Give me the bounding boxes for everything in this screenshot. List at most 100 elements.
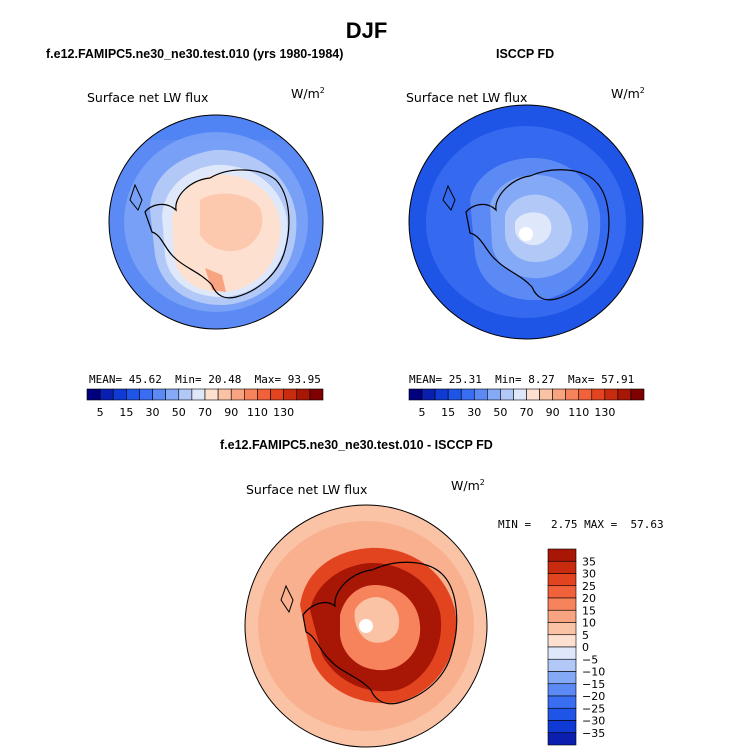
colorbar-diff-box <box>547 683 577 697</box>
colorbar-obs-box <box>487 388 501 401</box>
panel-title-obs: ISCCP FD <box>496 47 555 61</box>
colorbar-model-box <box>126 388 140 401</box>
min-value-model: 20.48 <box>208 373 242 386</box>
colorbar-diff-tick-label: 25 <box>582 580 596 593</box>
map-model <box>109 115 323 329</box>
mean-label-model: MEAN= <box>89 373 123 386</box>
colorbar-obs-box <box>447 388 462 401</box>
colorbar-diff-tick-label: −20 <box>582 690 605 703</box>
panel-title-diff: f.e12.FAMIPC5.ne30_ne30.test.010 - ISCCP… <box>220 438 493 452</box>
colorbar-model-box <box>217 388 232 401</box>
colorbar-diff-tick-label: −15 <box>582 678 605 691</box>
max-value-obs: 57.91 <box>601 373 635 386</box>
colorbar-model-box <box>283 388 298 401</box>
colorbar-obs-tick-label: 15 <box>441 406 455 419</box>
colorbar-obs-box <box>539 388 553 401</box>
colorbar-obs-box <box>421 388 436 401</box>
colorbar-model-box <box>178 388 193 401</box>
units-label-model: W/m2 <box>291 86 325 102</box>
colorbar-diff-tick-label: 30 <box>582 568 596 581</box>
south-america-tip-diff <box>280 584 294 614</box>
colorbar-obs-tick-label: 70 <box>520 406 534 419</box>
colorbar-diff-box <box>547 695 577 709</box>
colorbar-diff-box <box>547 609 577 623</box>
panel-title-model: f.e12.FAMIPC5.ne30_ne30.test.010 (yrs 19… <box>46 47 344 61</box>
colorbar-diff-tick-label: −25 <box>582 702 605 715</box>
colorbar-diff-box <box>547 671 577 685</box>
colorbar-obs-box <box>513 388 527 401</box>
colorbar-obs-box <box>500 388 514 401</box>
colorbar-diff-tick-label: −30 <box>582 715 605 728</box>
colorbar-diff-tick-label: 5 <box>582 629 589 642</box>
colorbar-model-tick-label: 90 <box>224 406 238 419</box>
colorbar-model-box <box>99 388 114 401</box>
colorbar-model-tick-label: 30 <box>146 406 160 419</box>
colorbar-diff-box <box>547 622 577 636</box>
peninsula-warm-model <box>205 268 226 292</box>
figure-title: DJF <box>345 18 388 43</box>
colorbar-obs-tick-label: 110 <box>568 406 589 419</box>
colorbar-obs-tick-label: 90 <box>546 406 560 419</box>
colorbar-obs-box <box>434 388 449 401</box>
stats-model: MEAN= 45.62 Min= 20.48 Max= 93.95 <box>89 373 321 386</box>
colorbar-obs-box <box>526 388 540 401</box>
colorbar-obs-box <box>408 388 423 401</box>
pole-marker-diff <box>359 619 373 633</box>
colorbar-diff-box <box>547 658 577 672</box>
colorbar-model: 5 15 30 50 70 90 110 130 <box>86 388 324 419</box>
colorbar-model-tick-label: 70 <box>198 406 212 419</box>
coastline-obs <box>465 169 610 301</box>
colorbar-model-tick-label: 130 <box>273 406 294 419</box>
colorbar-diff-box <box>547 720 577 734</box>
colorbar-diff-tick-label: 20 <box>582 592 596 605</box>
colorbar-model-box <box>204 388 219 401</box>
colorbar-obs-box <box>630 388 645 401</box>
colorbar-diff-box <box>547 548 577 562</box>
colorbar-diff-tick-label: 10 <box>582 617 596 630</box>
units-label-obs: W/m2 <box>611 86 645 102</box>
colorbar-diff-tick-label: 0 <box>582 641 589 654</box>
colorbar-model-box <box>296 388 311 401</box>
colorbar-diff-box <box>547 560 577 574</box>
mean-value-obs: 25.31 <box>448 373 482 386</box>
colorbar-obs-box <box>591 388 606 401</box>
colorbar-obs-tick-label: 5 <box>419 406 426 419</box>
colorbar-model-box <box>191 388 206 401</box>
colorbar-obs: 5 15 30 50 70 90 110 130 <box>408 388 645 419</box>
colorbar-obs-box <box>460 388 475 401</box>
min-label-model: Min= <box>175 373 202 386</box>
colorbar-obs-box <box>473 388 488 401</box>
max-label-model: Max= <box>254 373 282 386</box>
mean-value-model: 45.62 <box>128 373 162 386</box>
colorbar-model-box <box>152 388 166 401</box>
colorbar-diff-box <box>547 634 577 648</box>
colorbar-obs-box <box>565 388 580 401</box>
colorbar-obs-tick-label: 50 <box>493 406 507 419</box>
map-obs <box>409 105 643 339</box>
map-diff <box>245 505 487 747</box>
max-label-obs: Max= <box>568 373 595 386</box>
colorbar-model-box <box>257 388 271 401</box>
colorbar-model-box <box>230 388 245 401</box>
colorbar-diff-box <box>547 597 577 611</box>
max-value-model: 93.95 <box>287 373 321 386</box>
mean-label-obs: MEAN= <box>409 373 443 386</box>
coastline-diff <box>302 561 458 705</box>
colorbar-obs-tick-label: 130 <box>594 406 615 419</box>
colorbar-model-box <box>165 388 180 401</box>
colorbar-model-box <box>244 388 258 401</box>
colorbar-model-box <box>86 388 101 401</box>
colorbar-model-tick-label: 5 <box>97 406 104 419</box>
variable-label-diff: Surface net LW flux <box>246 482 368 497</box>
colorbar-diff-box <box>547 585 577 599</box>
minmax-diff: MIN = 2.75 MAX = 57.63 <box>498 518 664 531</box>
min-value-obs: 8.27 <box>528 373 555 386</box>
map-border-diff <box>244 504 488 748</box>
map-border-model <box>108 114 324 330</box>
stats-obs: MEAN= 25.31 Min= 8.27 Max= 57.91 <box>409 373 634 386</box>
variable-label-model: Surface net LW flux <box>87 90 209 105</box>
colorbar-diff-box <box>547 646 577 660</box>
colorbar-obs-tick-label: 30 <box>467 406 481 419</box>
colorbar-model-box <box>112 388 127 401</box>
